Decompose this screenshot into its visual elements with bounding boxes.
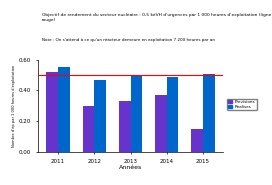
Y-axis label: Nombre d'ép par 1 000 heures d'exploitation: Nombre d'ép par 1 000 heures d'exploitat… (12, 65, 16, 147)
Text: Objectif de rendement du secteur nucléaire : 0,5 kéVH d'urgences par 1 000 heure: Objectif de rendement du secteur nucléai… (42, 13, 271, 22)
Bar (94, 80, 106, 152)
Bar (119, 101, 131, 152)
Bar (47, 72, 58, 152)
Bar (131, 75, 142, 152)
Legend: Previsions, Realises: Previsions, Realises (227, 99, 257, 110)
X-axis label: Années: Années (119, 165, 142, 170)
Text: Note : On s'attend à ce qu'un réacteur demeure en exploitation 7 200 heures par : Note : On s'attend à ce qu'un réacteur d… (42, 38, 215, 42)
Bar (58, 67, 70, 152)
Bar (191, 129, 203, 152)
Bar (203, 73, 215, 152)
Bar (83, 106, 94, 152)
Bar (167, 77, 178, 152)
Bar (155, 95, 167, 152)
